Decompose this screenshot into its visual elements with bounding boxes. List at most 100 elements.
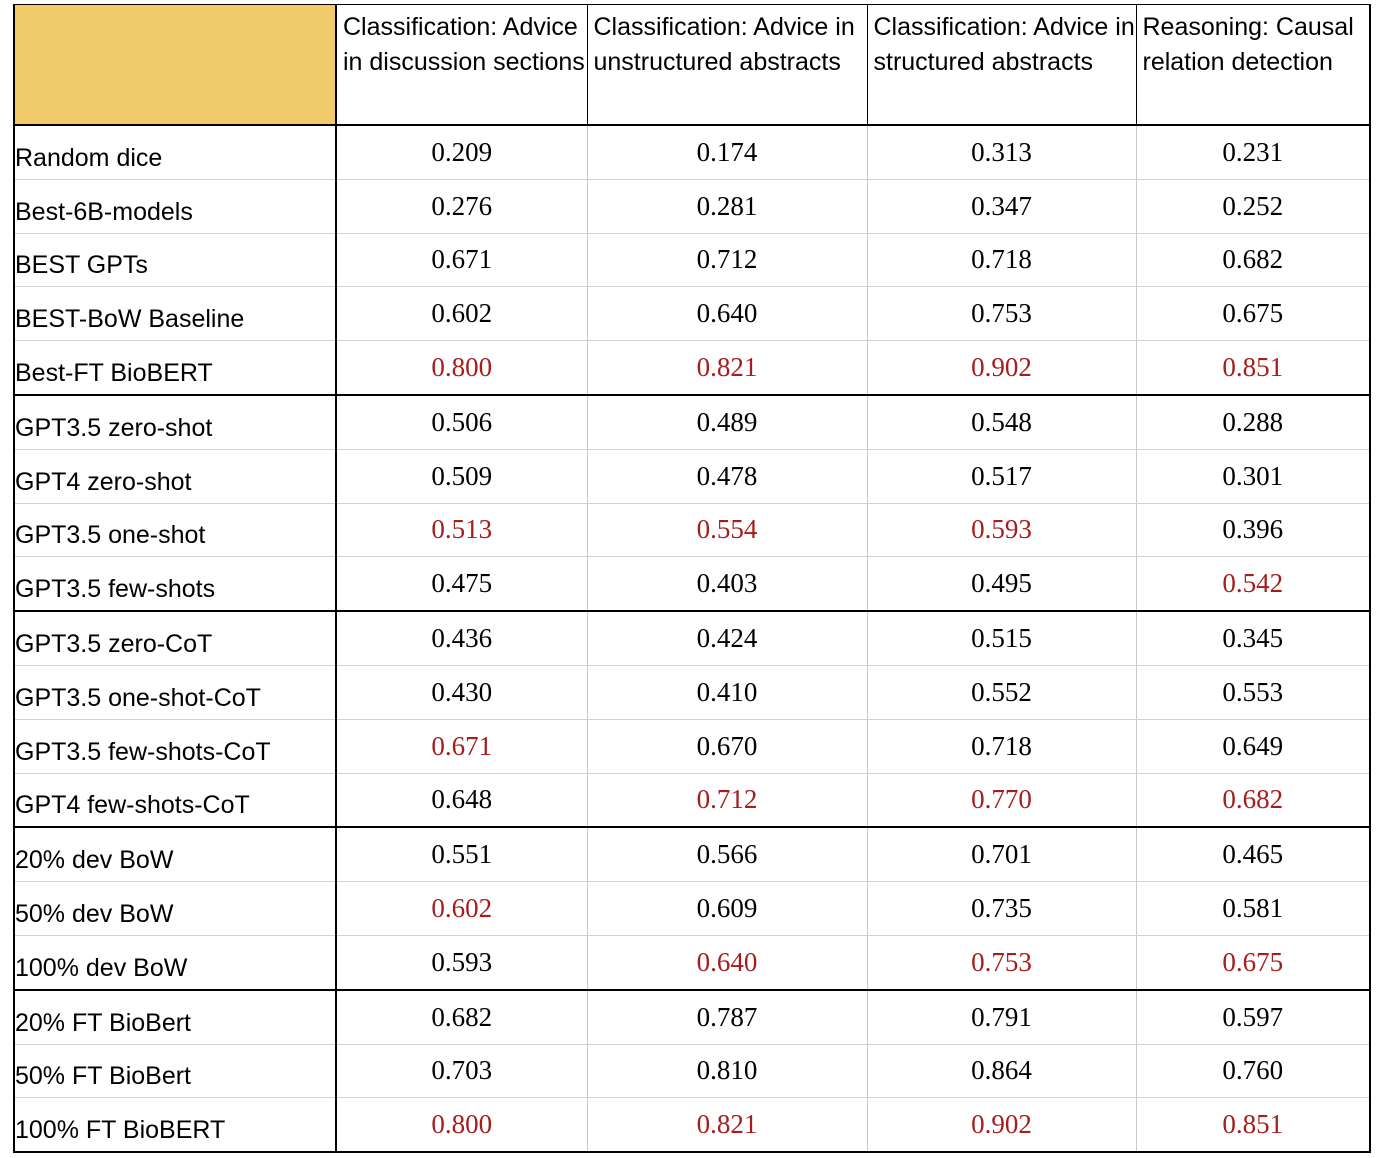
value-cell[interactable]: 0.593 [335,934,588,991]
column-header-unstructured-abstracts[interactable]: Classification: Advice in unstructured a… [586,4,868,126]
row-label-cell[interactable]: Random dice [13,124,337,180]
value-cell-best[interactable]: 0.851 [1135,1097,1371,1154]
value-cell-best[interactable]: 0.513 [335,502,588,558]
row-label-cell[interactable]: GPT3.5 few-shots-CoT [13,718,337,774]
value-cell[interactable]: 0.718 [866,232,1137,288]
value-cell-best[interactable]: 0.593 [866,502,1137,558]
value-cell[interactable]: 0.609 [586,881,868,936]
value-cell[interactable]: 0.551 [335,826,588,883]
value-cell-best[interactable]: 0.753 [866,934,1137,991]
value-cell-best[interactable]: 0.821 [586,340,868,396]
value-cell[interactable]: 0.670 [586,718,868,774]
value-cell-best[interactable]: 0.902 [866,340,1137,396]
row-label-cell[interactable]: GPT4 zero-shot [13,448,337,504]
value-cell[interactable]: 0.436 [335,610,588,666]
value-cell[interactable]: 0.648 [335,772,588,829]
value-cell[interactable]: 0.252 [1135,178,1371,234]
value-cell[interactable]: 0.313 [866,124,1137,180]
value-cell[interactable]: 0.276 [335,178,588,234]
value-cell[interactable]: 0.791 [866,989,1137,1045]
value-cell[interactable]: 0.810 [586,1043,868,1099]
value-cell-best[interactable]: 0.671 [335,718,588,774]
value-cell[interactable]: 0.396 [1135,502,1371,558]
value-cell[interactable]: 0.281 [586,178,868,234]
value-cell[interactable]: 0.597 [1135,989,1371,1045]
value-cell[interactable]: 0.506 [335,394,588,450]
value-cell-best[interactable]: 0.682 [1135,772,1371,829]
row-label-cell[interactable]: BEST GPTs [13,232,337,288]
value-cell[interactable]: 0.515 [866,610,1137,666]
value-cell[interactable]: 0.465 [1135,826,1371,883]
row-label-cell[interactable]: GPT4 few-shots-CoT [13,772,337,829]
value-cell[interactable]: 0.517 [866,448,1137,504]
value-cell[interactable]: 0.231 [1135,124,1371,180]
value-cell[interactable]: 0.718 [866,718,1137,774]
row-label-cell[interactable]: 20% FT BioBert [13,989,337,1045]
value-cell[interactable]: 0.403 [586,556,868,613]
value-cell[interactable]: 0.288 [1135,394,1371,450]
value-cell[interactable]: 0.509 [335,448,588,504]
row-label-cell[interactable]: 50% dev BoW [13,881,337,936]
row-label-cell[interactable]: GPT3.5 one-shot-CoT [13,664,337,720]
row-label-cell[interactable]: GPT3.5 few-shots [13,556,337,613]
row-label-cell[interactable]: GPT3.5 one-shot [13,502,337,558]
row-label-cell[interactable]: BEST-BoW Baseline [13,286,337,342]
value-cell[interactable]: 0.701 [866,826,1137,883]
value-cell[interactable]: 0.548 [866,394,1137,450]
value-cell-best[interactable]: 0.851 [1135,340,1371,396]
row-label-cell[interactable]: 50% FT BioBert [13,1043,337,1099]
value-cell[interactable]: 0.649 [1135,718,1371,774]
column-header-discussion-sections[interactable]: Classification: Advice in discussion sec… [335,4,588,126]
value-cell[interactable]: 0.430 [335,664,588,720]
value-cell[interactable]: 0.787 [586,989,868,1045]
value-cell[interactable]: 0.602 [335,286,588,342]
column-header-structured-abstracts[interactable]: Classification: Advice in structured abs… [866,4,1137,126]
value-cell[interactable]: 0.682 [1135,232,1371,288]
value-cell[interactable]: 0.475 [335,556,588,613]
value-cell-best[interactable]: 0.602 [335,881,588,936]
value-cell[interactable]: 0.489 [586,394,868,450]
row-label-cell[interactable]: 100% dev BoW [13,934,337,991]
row-label-cell[interactable]: GPT3.5 zero-shot [13,394,337,450]
value-cell[interactable]: 0.301 [1135,448,1371,504]
value-cell[interactable]: 0.671 [335,232,588,288]
value-cell-best[interactable]: 0.554 [586,502,868,558]
value-cell-best[interactable]: 0.712 [586,772,868,829]
value-cell-best[interactable]: 0.902 [866,1097,1137,1154]
value-cell-best[interactable]: 0.770 [866,772,1137,829]
value-cell[interactable]: 0.495 [866,556,1137,613]
column-header-causal-relation[interactable]: Reasoning: Causal relation detection [1135,4,1371,126]
value-cell[interactable]: 0.478 [586,448,868,504]
value-cell[interactable]: 0.209 [335,124,588,180]
value-cell-best[interactable]: 0.640 [586,934,868,991]
value-cell[interactable]: 0.753 [866,286,1137,342]
value-cell[interactable]: 0.735 [866,881,1137,936]
row-label-cell[interactable]: 20% dev BoW [13,826,337,883]
row-label-cell[interactable]: 100% FT BioBERT [13,1097,337,1154]
value-cell[interactable]: 0.347 [866,178,1137,234]
value-cell[interactable]: 0.640 [586,286,868,342]
value-cell[interactable]: 0.760 [1135,1043,1371,1099]
value-cell[interactable]: 0.553 [1135,664,1371,720]
value-cell-best[interactable]: 0.821 [586,1097,868,1154]
value-cell[interactable]: 0.552 [866,664,1137,720]
value-cell[interactable]: 0.174 [586,124,868,180]
value-cell-best[interactable]: 0.542 [1135,556,1371,613]
value-cell[interactable]: 0.424 [586,610,868,666]
value-cell[interactable]: 0.703 [335,1043,588,1099]
value-cell-best[interactable]: 0.675 [1135,934,1371,991]
value-cell[interactable]: 0.712 [586,232,868,288]
value-cell[interactable]: 0.682 [335,989,588,1045]
header-corner-cell[interactable] [13,4,337,126]
value-cell[interactable]: 0.675 [1135,286,1371,342]
value-cell[interactable]: 0.410 [586,664,868,720]
row-label-cell[interactable]: Best-FT BioBERT [13,340,337,396]
value-cell-best[interactable]: 0.800 [335,1097,588,1154]
row-label-cell[interactable]: GPT3.5 zero-CoT [13,610,337,666]
value-cell-best[interactable]: 0.800 [335,340,588,396]
value-cell[interactable]: 0.345 [1135,610,1371,666]
row-label-cell[interactable]: Best-6B-models [13,178,337,234]
value-cell[interactable]: 0.581 [1135,881,1371,936]
value-cell[interactable]: 0.566 [586,826,868,883]
value-cell[interactable]: 0.864 [866,1043,1137,1099]
